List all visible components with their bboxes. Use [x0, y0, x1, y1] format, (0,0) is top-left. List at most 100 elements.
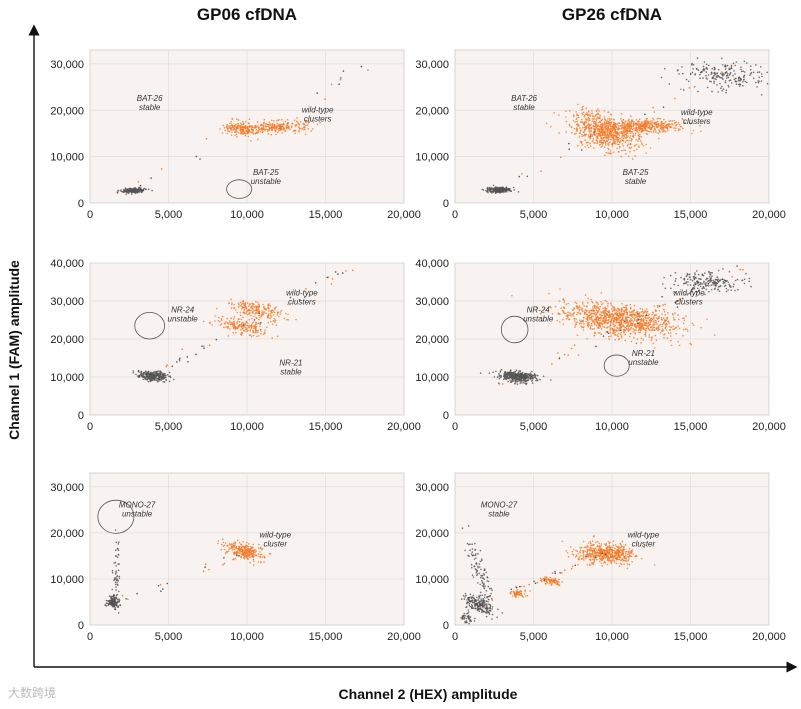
droplet-point	[705, 77, 708, 79]
droplet-point	[713, 82, 715, 84]
droplet-point	[678, 73, 680, 75]
droplet-point	[594, 123, 597, 125]
droplet-point	[592, 306, 594, 308]
droplet-point	[596, 130, 599, 132]
droplet-point	[628, 139, 630, 142]
droplet-point	[725, 91, 727, 94]
droplet-point	[233, 303, 235, 306]
droplet-point	[595, 125, 597, 128]
droplet-point	[239, 314, 242, 317]
droplet-point	[233, 324, 236, 327]
droplet-point	[264, 126, 267, 128]
droplet-point	[245, 120, 247, 123]
droplet-point	[237, 119, 240, 121]
droplet-point	[619, 329, 622, 332]
droplet-point	[613, 128, 615, 130]
droplet-point	[640, 326, 642, 328]
droplet-point	[675, 124, 678, 126]
droplet-point	[599, 311, 602, 313]
droplet-point	[645, 327, 647, 330]
droplet-point	[139, 184, 142, 187]
droplet-point	[644, 128, 647, 130]
droplet-point	[562, 318, 564, 321]
droplet-point	[672, 317, 675, 319]
droplet-point	[280, 118, 283, 121]
droplet-point	[237, 318, 240, 321]
droplet-point	[528, 373, 530, 375]
droplet-point	[252, 329, 254, 332]
droplet-point	[195, 155, 198, 158]
droplet-point	[662, 131, 664, 133]
droplet-point	[734, 289, 736, 292]
droplet-point	[334, 271, 337, 273]
droplet-point	[752, 77, 755, 80]
droplet-point	[716, 72, 719, 74]
droplet-point	[509, 379, 512, 381]
droplet-point	[610, 138, 612, 141]
annotation-line: clusters	[304, 115, 332, 124]
droplet-point	[171, 365, 174, 368]
droplet-point	[232, 318, 235, 320]
droplet-point	[651, 336, 653, 338]
droplet-point	[118, 563, 120, 565]
droplet-point	[568, 312, 571, 314]
droplet-point	[601, 314, 603, 317]
droplet-point	[252, 305, 255, 308]
droplet-point	[140, 372, 142, 374]
droplet-point	[275, 133, 277, 136]
droplet-point	[520, 374, 522, 377]
droplet-point	[629, 303, 632, 306]
droplet-point	[598, 130, 601, 132]
droplet-point	[246, 324, 248, 327]
droplet-point	[485, 189, 487, 192]
droplet-point	[633, 336, 635, 339]
droplet-point	[520, 372, 522, 375]
droplet-point	[242, 300, 245, 302]
y-tick-label: 30,000	[50, 296, 84, 308]
droplet-point	[626, 124, 629, 126]
droplet-point	[589, 115, 591, 118]
droplet-point	[628, 121, 630, 123]
droplet-point	[245, 133, 247, 135]
droplet-point	[582, 329, 585, 331]
droplet-point	[589, 326, 592, 329]
droplet-point	[612, 314, 615, 316]
droplet-point	[162, 380, 164, 383]
droplet-point	[250, 314, 252, 317]
droplet-point	[701, 287, 703, 290]
droplet-point	[628, 136, 631, 139]
droplet-point	[294, 124, 297, 127]
droplet-point	[605, 317, 607, 320]
droplet-point	[576, 114, 578, 117]
droplet-point	[644, 331, 647, 334]
y-tick-label: 10,000	[50, 372, 84, 384]
droplet-point	[246, 132, 248, 135]
droplet-point	[630, 115, 632, 117]
droplet-point	[638, 138, 641, 140]
droplet-point	[114, 608, 116, 610]
droplet-point	[634, 155, 636, 157]
droplet-point	[282, 122, 285, 124]
droplet-point	[195, 353, 197, 356]
droplet-point	[492, 371, 494, 374]
y-tick-label: 10,000	[50, 152, 84, 164]
droplet-point	[625, 328, 628, 331]
droplet-point	[572, 315, 574, 317]
annotation-label: wild-type clusters	[673, 288, 705, 306]
droplet-point	[227, 130, 229, 133]
droplet-point	[489, 187, 492, 189]
droplet-point	[540, 170, 542, 172]
droplet-point	[285, 126, 288, 128]
droplet-point	[618, 146, 621, 149]
droplet-point	[632, 328, 634, 330]
droplet-point	[642, 318, 645, 320]
droplet-point	[643, 127, 645, 130]
droplet-point	[249, 328, 252, 331]
droplet-point	[575, 323, 578, 326]
droplet-point	[229, 122, 231, 125]
droplet-point	[269, 305, 272, 307]
droplet-point	[596, 116, 598, 118]
droplet-point	[581, 307, 583, 309]
droplet-point	[638, 331, 640, 334]
droplet-point	[727, 84, 729, 87]
